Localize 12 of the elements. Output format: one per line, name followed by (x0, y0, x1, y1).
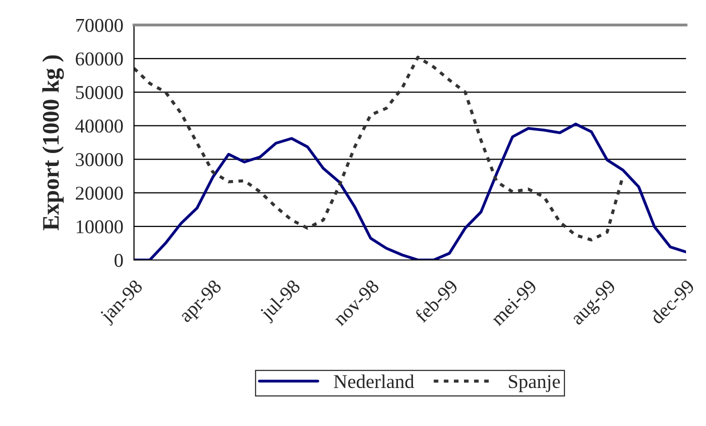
y-axis-title: Export (1000 kg ) (42, 55, 64, 230)
y-tick-label: 50000 (76, 86, 123, 100)
y-tick-label: 10000 (76, 220, 123, 234)
y-tick-label: 70000 (76, 18, 123, 32)
y-tick-label: 20000 (76, 186, 123, 200)
legend-label: Spanje (508, 375, 560, 392)
y-tick-label: 0 (114, 254, 123, 267)
line-series (134, 56, 624, 242)
legend-label: Nederland (334, 374, 414, 388)
y-tick-label: 60000 (76, 52, 123, 66)
y-tick-label: 30000 (76, 153, 123, 166)
y-tick-label: 40000 (75, 120, 123, 133)
